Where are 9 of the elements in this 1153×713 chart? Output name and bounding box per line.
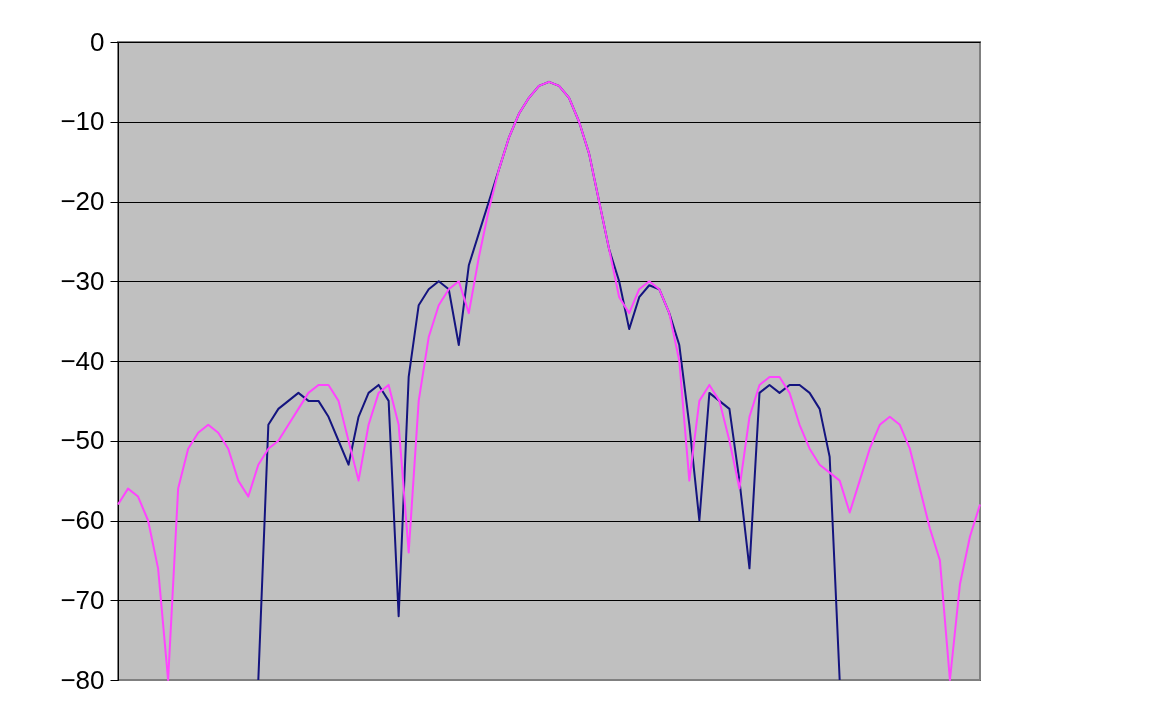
y-tick-label: −70 xyxy=(60,584,105,615)
y-tick-label: −40 xyxy=(60,345,105,376)
y-tick-label: 0 xyxy=(90,26,105,57)
y-tick-label: −80 xyxy=(60,664,105,695)
y-tick-label: −30 xyxy=(60,265,105,296)
y-tick-label: −50 xyxy=(60,425,105,456)
y-tick-label: −20 xyxy=(60,186,105,216)
y-tick-label: −60 xyxy=(60,505,105,535)
y-tick-label: −10 xyxy=(60,106,105,137)
